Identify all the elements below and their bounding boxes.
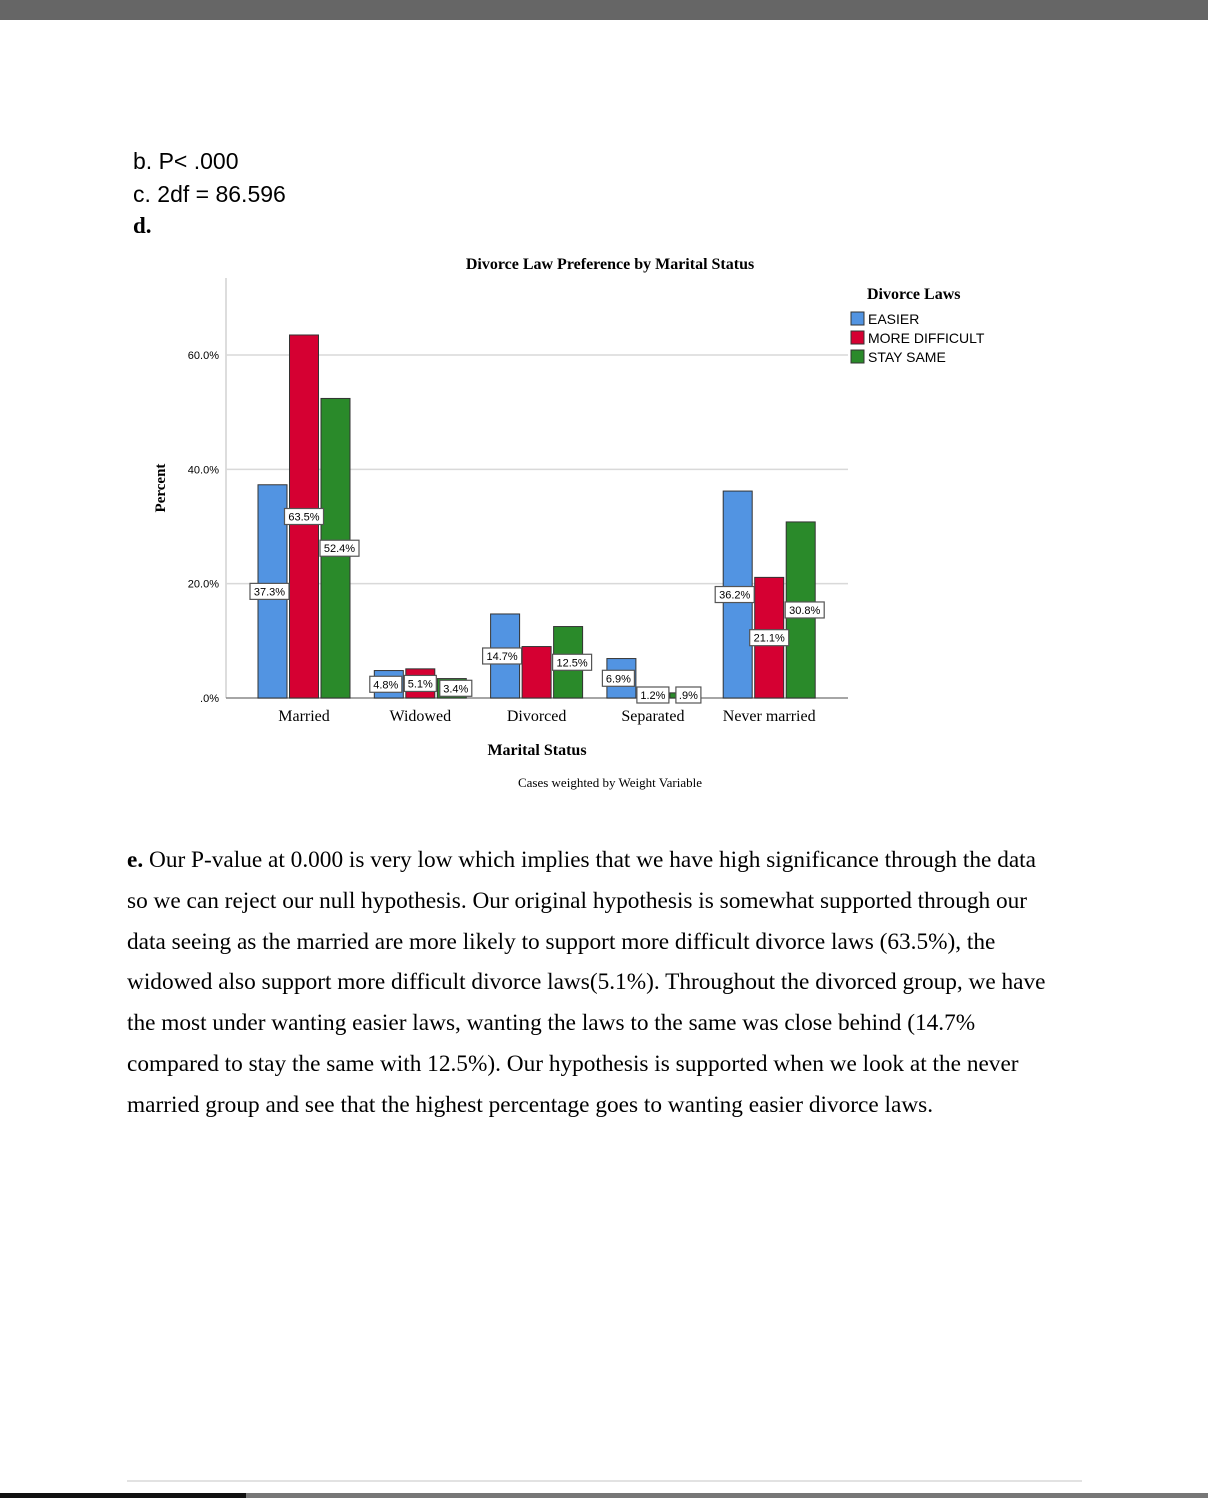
- y-tick-label: 20.0%: [188, 579, 219, 591]
- x-axis-label: Marital Status: [487, 742, 586, 759]
- data-label: .9%: [679, 690, 698, 702]
- bar-more-difficult: [521, 646, 552, 699]
- data-label: 52.4%: [324, 543, 355, 555]
- bar-chart: Divorce Law Preference by Marital Status…: [153, 256, 985, 790]
- data-label-box: [749, 629, 790, 647]
- data-label-box: [675, 686, 702, 704]
- answer-c: c. 2df = 86.596: [133, 181, 286, 207]
- legend-item: MORE DIFFICULT: [868, 330, 985, 346]
- legend-item: EASIER: [868, 311, 919, 327]
- answer-e-label: e.: [127, 847, 144, 873]
- legend-item: STAY SAME: [868, 349, 946, 365]
- answer-d: d.: [133, 213, 152, 238]
- x-tick-label: Never married: [723, 708, 816, 725]
- x-tick-label: Separated: [621, 708, 684, 725]
- answer-e-text: Our P-value at 0.000 is very low which i…: [127, 847, 1046, 1118]
- data-label-box: [369, 675, 403, 693]
- data-label-box: [249, 582, 290, 600]
- data-label: 3.4%: [443, 683, 468, 695]
- answer-b: b. P< .000: [133, 148, 239, 174]
- legend-swatch: [850, 311, 865, 326]
- legend-title: Divorce Laws: [867, 286, 960, 303]
- legend-swatch: [850, 349, 865, 364]
- data-label-box: [482, 647, 523, 665]
- legend-swatch: [850, 330, 865, 345]
- chart-footnote: Cases weighted by Weight Variable: [518, 775, 702, 790]
- y-tick-label: 40.0%: [188, 464, 219, 476]
- data-label-box: [551, 653, 593, 671]
- data-label: 1.2%: [640, 690, 665, 702]
- data-label: 21.1%: [754, 633, 785, 645]
- data-label-box: [439, 679, 473, 697]
- y-axis-label: Percent: [153, 464, 169, 513]
- x-tick-label: Married: [278, 708, 330, 725]
- page-footer-divider: [127, 1480, 1082, 1482]
- x-tick-label: Divorced: [507, 708, 567, 725]
- viewer-bottom-bar: [0, 1493, 1208, 1498]
- data-label: 6.9%: [606, 673, 631, 685]
- data-label: 37.3%: [254, 586, 285, 598]
- data-label-box: [601, 669, 636, 687]
- data-label: 36.2%: [719, 590, 750, 602]
- answer-e-paragraph: e. Our P-value at 0.000 is very low whic…: [127, 840, 1057, 1126]
- chart-title: Divorce Law Preference by Marital Status: [466, 256, 754, 273]
- data-label: 30.8%: [789, 605, 820, 617]
- viewer-top-bar: [0, 0, 1208, 20]
- data-label-box: [283, 507, 325, 526]
- data-label: 12.5%: [556, 657, 587, 669]
- data-label: 14.7%: [486, 651, 517, 663]
- data-label-box: [636, 686, 670, 704]
- data-label-box: [403, 674, 437, 693]
- y-tick-label: 60.0%: [188, 350, 219, 362]
- data-label-box: [714, 585, 755, 604]
- y-tick-label: .0%: [200, 693, 219, 705]
- data-label-box: [784, 601, 825, 619]
- data-label: 4.8%: [373, 679, 398, 691]
- data-label: 5.1%: [408, 678, 433, 690]
- x-tick-label: Widowed: [390, 708, 452, 725]
- data-label-box: [319, 539, 360, 557]
- data-label: 63.5%: [288, 511, 319, 523]
